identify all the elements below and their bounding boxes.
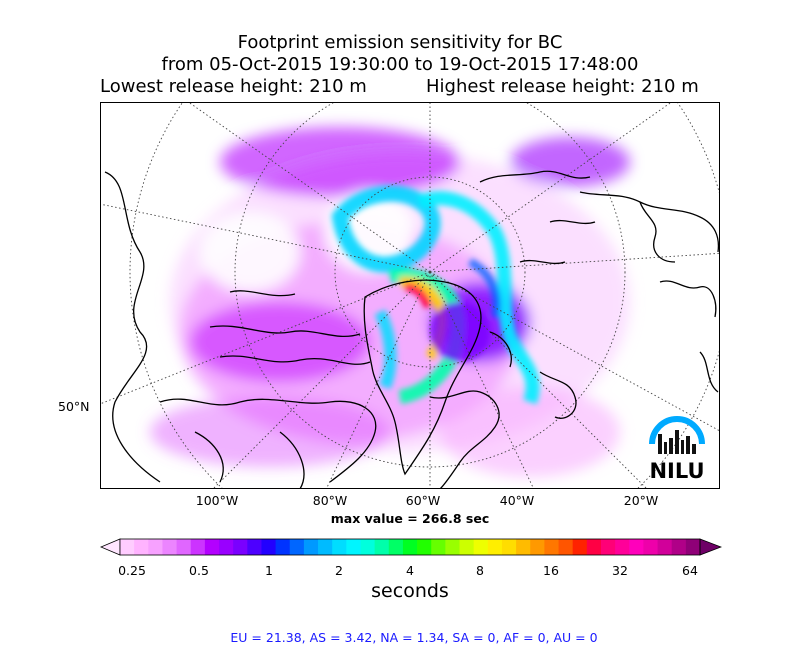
colorbar-bin xyxy=(360,539,376,555)
coastlines xyxy=(104,170,720,489)
lon-label-40w: 40°W xyxy=(499,493,535,508)
colorbar-tick-5: 8 xyxy=(476,563,484,578)
colorbar-bin xyxy=(374,539,390,555)
colorbar-bin xyxy=(629,539,644,555)
colorbar-bin xyxy=(233,539,248,555)
colorbar-bin xyxy=(247,539,262,555)
colorbar-bin xyxy=(530,539,545,555)
footprint-map xyxy=(100,102,720,489)
colorbar-bin xyxy=(544,539,559,555)
nilu-logo-text: NILU xyxy=(649,459,704,483)
colorbar-bin xyxy=(558,539,574,555)
lon-label-20w: 20°W xyxy=(623,493,659,508)
colorbar-bin xyxy=(671,539,687,555)
colorbar-bin xyxy=(275,539,291,555)
footprint-map-canvas xyxy=(100,102,720,489)
colorbar-bin xyxy=(318,539,333,555)
colorbar-tick-7: 32 xyxy=(612,563,628,578)
colorbar-bin xyxy=(219,539,234,555)
colorbar-bin xyxy=(332,539,347,555)
colorbar-bin xyxy=(176,539,192,555)
colorbar-extend-high xyxy=(699,538,722,556)
colorbar-bin xyxy=(473,539,489,555)
map-frame xyxy=(100,102,720,489)
colorbar-tick-4: 4 xyxy=(406,563,414,578)
colorbar-bin xyxy=(190,539,206,555)
colorbar-bin xyxy=(431,539,446,555)
colorbar-bin xyxy=(445,539,460,555)
colorbar-tick-2: 1 xyxy=(265,563,273,578)
colorbar-bin xyxy=(346,539,361,555)
colorbar-bin xyxy=(516,539,531,555)
colorbar-bin xyxy=(586,539,602,555)
colorbar-bin xyxy=(501,539,517,555)
max-value-label: max value = 266.8 sec xyxy=(330,511,490,526)
colorbar-bin xyxy=(643,539,658,555)
lowest-release-height: Lowest release height: 210 m xyxy=(100,76,367,97)
colorbar-bin xyxy=(120,539,135,555)
colorbar-bin xyxy=(261,539,277,555)
colorbar-bin xyxy=(685,539,701,555)
lon-label-100w: 100°W xyxy=(195,493,239,508)
colorbar-units: seconds xyxy=(371,580,449,602)
colorbar-bin xyxy=(417,539,432,555)
colorbar-bin xyxy=(402,539,418,555)
colorbar-bin xyxy=(572,539,588,555)
lat-label-50n: 50°N xyxy=(58,399,90,414)
colorbar xyxy=(100,538,722,556)
nilu-logo-icon: NILU xyxy=(649,416,705,483)
colorbar-bin xyxy=(134,539,149,555)
colorbar-bin xyxy=(148,539,163,555)
colorbar-extend-low xyxy=(100,538,121,556)
time-range-subtitle: from 05-Oct-2015 19:30:00 to 19-Oct-2015… xyxy=(161,54,639,75)
map-title: Footprint emission sensitivity for BC xyxy=(237,32,563,53)
colorbar-bin xyxy=(600,539,616,555)
highest-release-height: Highest release height: 210 m xyxy=(426,76,699,97)
colorbar-bin xyxy=(303,539,319,555)
colorbar-bin xyxy=(459,539,475,555)
colorbar-bin xyxy=(289,539,305,555)
colorbar-bin xyxy=(162,539,177,555)
colorbar-tick-1: 0.5 xyxy=(189,563,209,578)
lon-label-60w: 60°W xyxy=(405,493,441,508)
colorbar-frame xyxy=(119,538,701,556)
colorbar-bin xyxy=(487,539,503,555)
colorbar-bin xyxy=(204,539,220,555)
colorbar-tick-3: 2 xyxy=(335,563,343,578)
graticule xyxy=(100,102,720,489)
colorbar-tick-6: 16 xyxy=(543,563,559,578)
region-summary: EU = 21.38, AS = 3.42, NA = 1.34, SA = 0… xyxy=(230,630,598,645)
colorbar-tick-8: 64 xyxy=(682,563,698,578)
nilu-logo: NILU xyxy=(646,412,708,484)
colorbar-bin xyxy=(388,539,404,555)
colorbar-tick-0: 0.25 xyxy=(118,563,146,578)
lon-label-80w: 80°W xyxy=(312,493,348,508)
colorbar-bin xyxy=(657,539,673,555)
colorbar-bin xyxy=(615,539,630,555)
